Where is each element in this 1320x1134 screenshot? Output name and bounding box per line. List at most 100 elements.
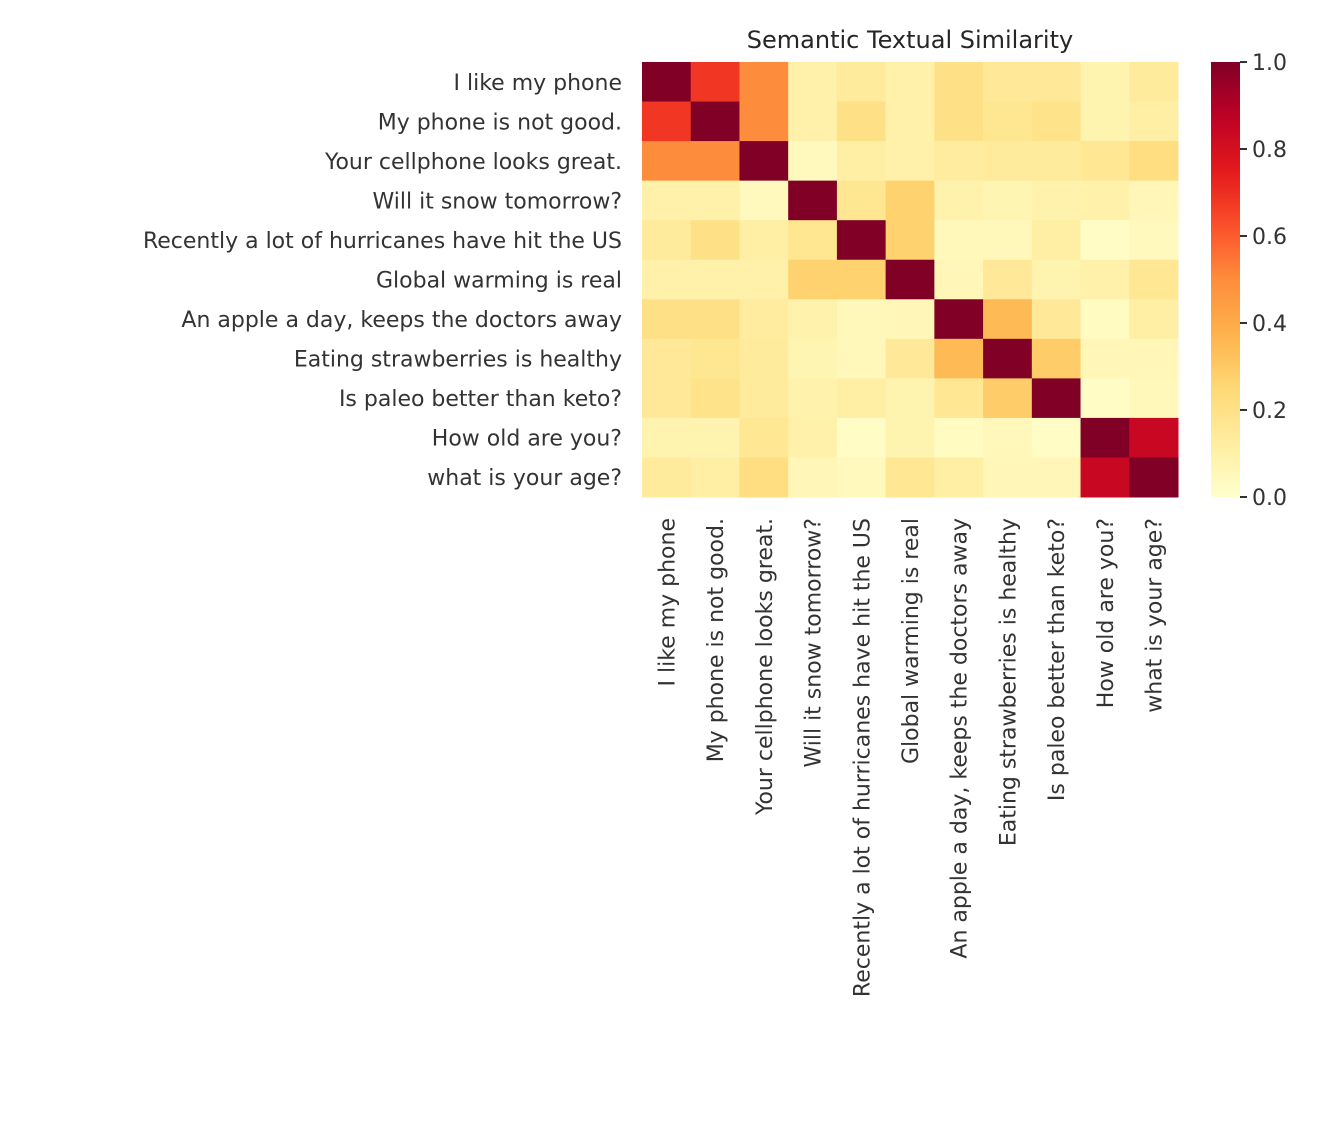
heatmap-cell — [983, 101, 1033, 142]
heatmap-cell — [642, 141, 692, 182]
chart-title: Semantic Textual Similarity — [747, 26, 1073, 54]
heatmap-cell — [1080, 141, 1130, 182]
heatmap-cell — [1031, 62, 1082, 103]
heatmap-cell — [1031, 141, 1082, 182]
heatmap-cell — [885, 220, 935, 261]
heatmap-cell — [642, 338, 692, 379]
heatmap-cell — [739, 299, 789, 340]
heatmap-cell — [885, 417, 935, 458]
y-tick-label: what is your age? — [427, 466, 622, 491]
heatmap-cell — [690, 457, 740, 498]
heatmap-cell — [836, 62, 887, 103]
heatmap-cell — [885, 378, 935, 419]
heatmap-cell — [1031, 417, 1082, 458]
heatmap-cell — [983, 338, 1033, 379]
heatmap-cell — [1031, 180, 1082, 221]
heatmap-cell — [836, 180, 887, 221]
x-tick-label: Eating strawberries is healthy — [996, 518, 1021, 846]
heatmap-cell — [642, 62, 692, 103]
heatmap-cell — [739, 62, 789, 103]
heatmap-cell — [1031, 378, 1082, 419]
heatmap-cell — [1129, 457, 1179, 498]
y-tick-label: Is paleo better than keto? — [339, 387, 622, 412]
heatmap-cell — [690, 101, 740, 142]
x-tick-label: I like my phone — [655, 518, 680, 686]
heatmap-cell — [885, 299, 935, 340]
heatmap-cell — [739, 378, 789, 419]
heatmap-cell — [885, 457, 935, 498]
heatmap-cell — [934, 220, 984, 261]
heatmap-cell — [690, 417, 740, 458]
x-tick-label: Global warming is real — [899, 518, 924, 764]
heatmap-cell — [788, 457, 838, 498]
heatmap-cell — [885, 101, 935, 142]
heatmap-cell — [836, 299, 887, 340]
x-tick-label: An apple a day, keeps the doctors away — [948, 518, 973, 959]
heatmap-cell — [642, 457, 692, 498]
heatmap-cell — [1080, 62, 1130, 103]
heatmap-cell — [1129, 141, 1179, 182]
heatmap-cell — [642, 180, 692, 221]
heatmap-cell — [642, 299, 692, 340]
heatmap-cell — [642, 101, 692, 142]
heatmap-cell — [885, 141, 935, 182]
x-tick-label: Is paleo better than keto? — [1045, 518, 1070, 801]
heatmap-cell — [642, 378, 692, 419]
heatmap-cell — [642, 259, 692, 300]
heatmap-cell — [983, 417, 1033, 458]
y-tick-label: An apple a day, keeps the doctors away — [181, 308, 622, 333]
heatmap-cell — [934, 180, 984, 221]
heatmap-cell — [739, 338, 789, 379]
heatmap-cell — [983, 457, 1033, 498]
heatmap-cell — [885, 259, 935, 300]
colorbar-tick-label: 0.6 — [1252, 225, 1287, 250]
colorbar-tick-label: 0.4 — [1252, 312, 1287, 337]
heatmap-cell — [788, 180, 838, 221]
heatmap-cell — [642, 220, 692, 261]
heatmap-cell — [836, 457, 887, 498]
heatmap-cell — [836, 378, 887, 419]
heatmap-cell — [788, 299, 838, 340]
heatmap-cell — [836, 338, 887, 379]
heatmap-cell — [1129, 62, 1179, 103]
heatmap-cell — [1080, 101, 1130, 142]
heatmap-cell — [1129, 180, 1179, 221]
heatmap-cell — [1080, 417, 1130, 458]
heatmap-cell — [836, 141, 887, 182]
colorbar-ticks: 0.0 0.2 0.4 0.6 0.8 1.0 — [1240, 51, 1287, 511]
heatmap-cells — [642, 62, 1179, 498]
heatmap-cell — [983, 141, 1033, 182]
x-tick-label: How old are you? — [1094, 518, 1119, 708]
heatmap-cell — [836, 417, 887, 458]
heatmap-cell — [788, 259, 838, 300]
heatmap-cell — [690, 259, 740, 300]
heatmap-cell — [1031, 259, 1082, 300]
heatmap-cell — [1129, 259, 1179, 300]
heatmap-cell — [836, 259, 887, 300]
heatmap-cell — [1080, 299, 1130, 340]
heatmap-cell — [690, 141, 740, 182]
heatmap-cell — [836, 220, 887, 261]
y-tick-label: I like my phone — [454, 71, 622, 96]
heatmap-cell — [788, 101, 838, 142]
heatmap-cell — [788, 378, 838, 419]
heatmap-cell — [934, 101, 984, 142]
heatmap-cell — [690, 338, 740, 379]
heatmap-cell — [1031, 338, 1082, 379]
heatmap-cell — [885, 62, 935, 103]
heatmap-cell — [934, 299, 984, 340]
y-tick-label: My phone is not good. — [378, 110, 622, 135]
heatmap-cell — [934, 338, 984, 379]
heatmap-cell — [1129, 101, 1179, 142]
heatmap-cell — [1129, 220, 1179, 261]
heatmap-cell — [934, 457, 984, 498]
heatmap-cell — [1129, 299, 1179, 340]
heatmap-cell — [739, 180, 789, 221]
y-tick-label: Global warming is real — [376, 269, 622, 294]
heatmap-cell — [1080, 457, 1130, 498]
heatmap-cell — [983, 299, 1033, 340]
heatmap-cell — [1129, 338, 1179, 379]
heatmap-cell — [885, 338, 935, 379]
heatmap-cell — [788, 141, 838, 182]
